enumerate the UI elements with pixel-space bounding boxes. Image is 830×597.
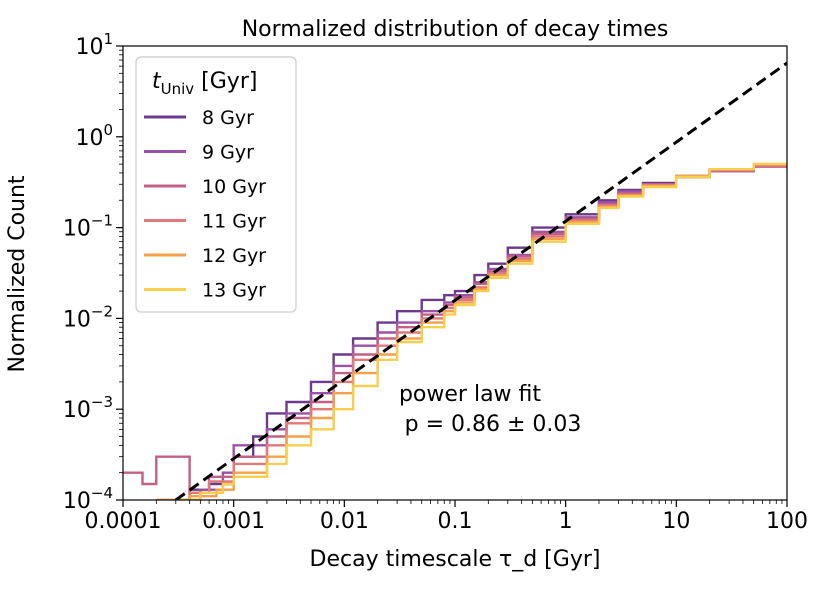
fit-layer	[174, 61, 787, 500]
y-tick-label: 10−1	[63, 212, 113, 242]
annotation-line1: power law fit	[399, 382, 541, 407]
x-tick-label: 0.01	[320, 509, 369, 534]
legend-label-8-gyr: 8 Gyr	[202, 107, 254, 129]
y-tick-label: 100	[75, 121, 113, 151]
y-tick-label: 10−3	[63, 393, 113, 423]
x-tick-label: 10	[662, 509, 690, 534]
y-axis-label: Normalized Count	[5, 175, 30, 372]
y-tick-label: 10−4	[63, 484, 113, 514]
x-tick-label: 0.0001	[85, 509, 162, 534]
x-tick-label: 0.1	[438, 509, 473, 534]
legend-label-11-gyr: 11 Gyr	[202, 211, 266, 233]
y-tick-label: 10−2	[63, 302, 113, 332]
x-tick-label: 100	[766, 509, 808, 534]
legend-title: tUniv [Gyr]	[152, 69, 257, 98]
axes: 0.0001 0.001 0.01 0.1 1 10 100 10−4 10−3 10−2 10−1…	[63, 30, 808, 534]
x-axis-label: Decay timescale τ_d [Gyr]	[310, 547, 601, 572]
x-tick-label: 0.001	[202, 509, 265, 534]
x-tick-label: 1	[559, 509, 573, 534]
chart-title: Normalized distribution of decay times	[242, 17, 669, 42]
power-law-fit-line	[174, 61, 787, 500]
legend-label-13-gyr: 13 Gyr	[202, 280, 266, 302]
legend: tUniv [Gyr] 8 Gyr 9 Gyr 10 Gyr 11 Gyr 12 Gyr 1…	[135, 56, 297, 313]
series-13-gyr-line	[175, 162, 787, 500]
legend-label-9-gyr: 9 Gyr	[202, 142, 254, 164]
y-tick-label: 101	[75, 30, 113, 60]
legend-label-10-gyr: 10 Gyr	[202, 176, 266, 198]
legend-label-12-gyr: 12 Gyr	[202, 245, 266, 267]
annotation-line2: p = 0.86 ± 0.03	[405, 412, 582, 437]
legend-box	[135, 56, 297, 313]
